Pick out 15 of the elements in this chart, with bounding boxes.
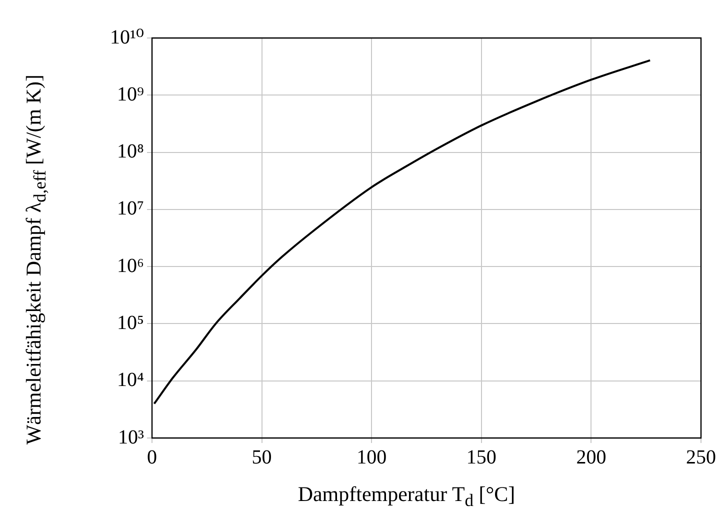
y-tick-label: 10¹⁰ xyxy=(110,26,144,48)
x-tick-label: 200 xyxy=(576,446,606,468)
y-tick-label: 10⁶ xyxy=(117,254,144,277)
x-tick-label: 50 xyxy=(252,446,272,468)
x-tick-label: 250 xyxy=(686,446,716,468)
y-tick-label: 10⁸ xyxy=(117,140,144,163)
x-axis-title: Dampftemperatur T$_{d}$ [°C] xyxy=(296,482,516,512)
y-tick-label: 10⁴ xyxy=(117,369,144,392)
y-tick-label: 10⁵ xyxy=(117,312,144,334)
y-tick-label: 10⁹ xyxy=(117,83,144,106)
x-tick-label: 150 xyxy=(466,446,496,468)
y-tick-label: 10⁷ xyxy=(117,198,144,220)
y-tick-label: 10³ xyxy=(118,426,144,448)
x-tick-label: 100 xyxy=(356,446,387,468)
x-tick-label: 0 xyxy=(147,446,158,468)
